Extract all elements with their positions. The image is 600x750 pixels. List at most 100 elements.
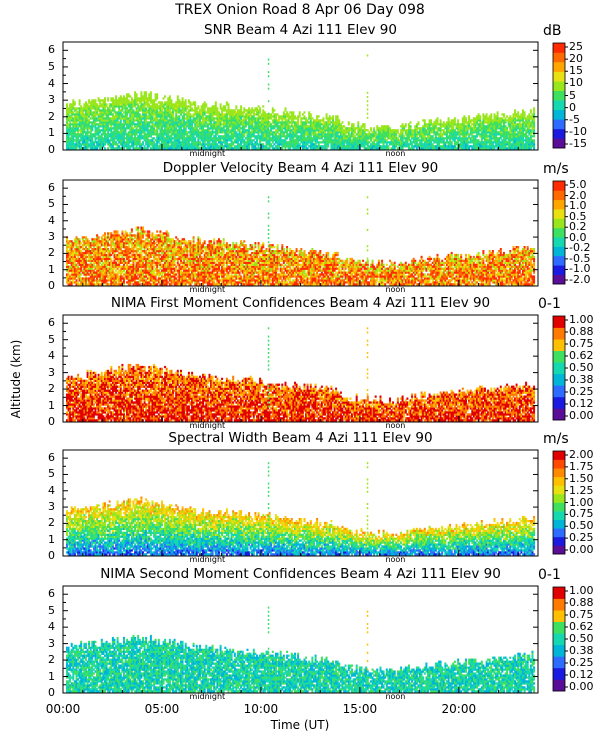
heatmap-cell [132, 99, 135, 102]
heatmap-cell [78, 113, 81, 116]
heatmap-cell [162, 137, 165, 140]
heatmap-cell [108, 133, 111, 136]
heatmap-cell [135, 141, 138, 144]
heatmap-cell [91, 123, 94, 126]
heatmap-cell [256, 107, 258, 110]
heatmap-cell [287, 119, 290, 122]
heatmap-cell [145, 103, 148, 106]
heatmap-cell [195, 145, 198, 148]
heatmap-cell [81, 123, 84, 126]
heatmap-cell [181, 99, 184, 102]
heatmap-cell [509, 141, 512, 144]
heatmap-cell [94, 139, 97, 142]
heatmap-cell [102, 143, 105, 146]
heatmap-cell [86, 111, 89, 114]
heatmap-cell [99, 125, 102, 128]
heatmap-cell [69, 143, 72, 146]
heatmap-cell [72, 139, 75, 142]
heatmap-cell [194, 125, 197, 128]
heatmap-cell [257, 133, 260, 136]
heatmap-cell [184, 123, 187, 126]
heatmap-cell [170, 115, 173, 118]
heatmap-cell [110, 137, 113, 140]
heatmap-cell [151, 127, 154, 130]
heatmap-cell [167, 121, 170, 124]
heatmap-cell [170, 139, 173, 142]
heatmap-cell [124, 99, 127, 102]
heatmap-cell [104, 103, 106, 106]
heatmap-cell [162, 135, 165, 138]
heatmap-cell [366, 139, 369, 142]
heatmap-cell [183, 111, 186, 114]
heatmap-cell [135, 147, 138, 150]
heatmap-cell [146, 139, 149, 142]
heatmap-cell [119, 119, 122, 122]
heatmap-cell [181, 103, 184, 106]
heatmap-cell [130, 113, 133, 116]
heatmap-cell [452, 125, 455, 128]
heatmap-cell [203, 109, 206, 112]
y-tick-label: 4 [43, 214, 55, 227]
heatmap-cell [159, 101, 162, 104]
heatmap-cell [181, 139, 184, 142]
heatmap-cell [146, 97, 149, 100]
heatmap-cell [85, 103, 87, 106]
heatmap-cell [146, 143, 149, 146]
heatmap-cell [123, 105, 125, 108]
heatmap-cell [332, 117, 334, 120]
heatmap-cell [86, 137, 89, 140]
heatmap-cell [99, 131, 102, 134]
heatmap-cell [173, 109, 176, 112]
heatmap-cell [140, 137, 143, 140]
heatmap-cell [157, 141, 160, 144]
heatmap-cell [189, 113, 192, 116]
heatmap-cell [97, 143, 100, 146]
heatmap-cell [211, 119, 214, 122]
heatmap-cell [194, 141, 197, 144]
heatmap-cell [154, 139, 157, 142]
heatmap-cell [219, 125, 222, 128]
heatmap-cell [81, 113, 84, 116]
heatmap-cell [295, 133, 298, 136]
heatmap-cell [138, 137, 141, 140]
heatmap-cell [81, 131, 84, 134]
heatmap-cell [99, 135, 102, 138]
heatmap-cell [134, 131, 137, 134]
heatmap-cell [135, 117, 138, 120]
heatmap-cell [528, 127, 531, 130]
heatmap-cell [181, 137, 184, 140]
heatmap-cell [89, 147, 92, 150]
heatmap-cell [70, 127, 73, 130]
heatmap-cell [137, 113, 140, 116]
heatmap-cell [137, 135, 140, 138]
heatmap-cell [153, 101, 156, 104]
heatmap-cell [110, 113, 113, 116]
heatmap-cell [123, 125, 125, 128]
heatmap-cell [417, 137, 420, 140]
y-tick-label: 1 [43, 399, 55, 412]
panel-1-unit: dB [543, 23, 562, 39]
heatmap-cell [195, 147, 198, 150]
heatmap-cell [108, 121, 111, 124]
heatmap-cell [130, 103, 133, 106]
heatmap-cell [183, 125, 186, 128]
heatmap-cell [70, 141, 73, 144]
heatmap-cell [145, 97, 148, 100]
heatmap-cell [105, 123, 108, 126]
heatmap-cell [257, 113, 260, 116]
heatmap-cell [270, 113, 273, 116]
heatmap-cell [145, 121, 148, 124]
heatmap-cell [86, 147, 89, 150]
heatmap-cell [168, 117, 171, 120]
y-tick-label: 4 [43, 484, 55, 497]
heatmap-cell [134, 119, 137, 122]
heatmap-cell [75, 141, 78, 144]
heatmap-cell [268, 147, 271, 150]
heatmap-cell [187, 113, 190, 116]
heatmap-cell [168, 113, 171, 116]
heatmap-cell [83, 119, 86, 122]
heatmap-cell [436, 117, 439, 120]
heatmap-cell [389, 127, 391, 130]
heatmap-cell [130, 125, 133, 128]
heatmap-cell [134, 113, 137, 116]
